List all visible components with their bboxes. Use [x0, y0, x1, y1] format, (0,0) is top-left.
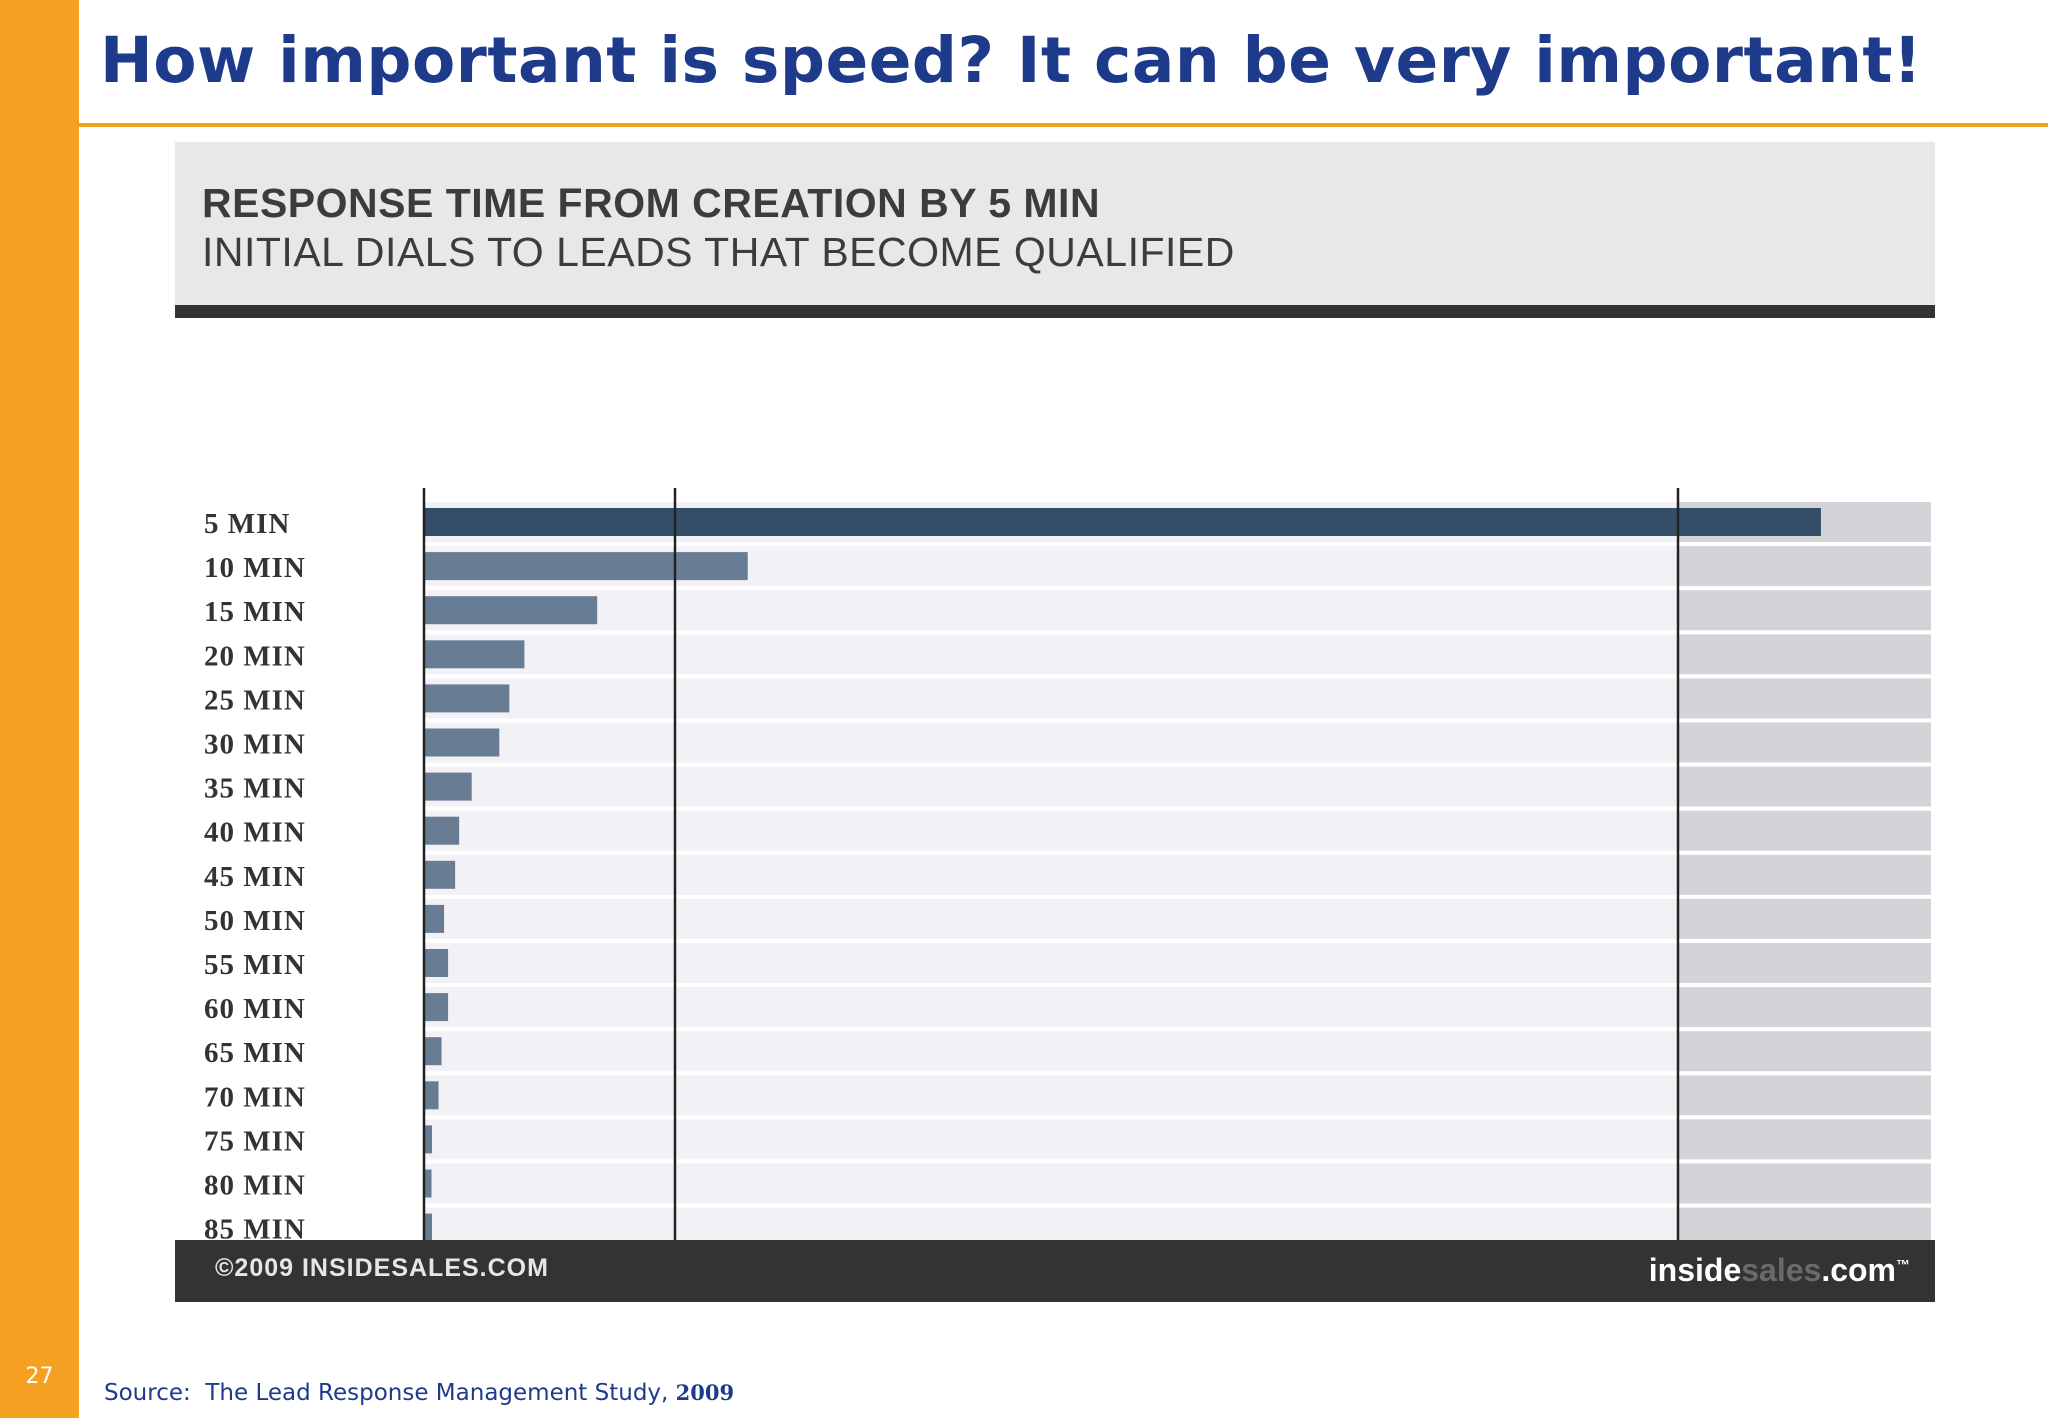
- row-band-right: [1678, 810, 1931, 851]
- chart-footer: ©2009 INSIDESALES.COM insidesales.com™: [175, 1240, 1935, 1302]
- row-band-right: [1678, 943, 1931, 983]
- bar: [424, 1213, 433, 1240]
- row-band-right: [1678, 854, 1931, 895]
- row-band-right: [1678, 1075, 1931, 1116]
- row-band: [424, 898, 1678, 939]
- row-band: [424, 854, 1678, 895]
- row-band-right: [1678, 987, 1931, 1028]
- row-band: [424, 678, 1678, 719]
- row-band: [424, 1031, 1678, 1072]
- category-label: 30 MIN: [204, 729, 306, 761]
- logo-text-inside: inside: [1648, 1252, 1742, 1288]
- row-band: [424, 722, 1678, 763]
- page-number: 27: [25, 1364, 54, 1389]
- row-band-right: [1678, 546, 1931, 587]
- title-divider: [79, 123, 2048, 127]
- row-band: [424, 943, 1678, 983]
- insidesales-logo: insidesales.com™: [1649, 1252, 1910, 1289]
- row-band-right: [1678, 590, 1931, 631]
- category-label: 50 MIN: [204, 905, 306, 937]
- bar: [424, 728, 500, 757]
- category-label: 55 MIN: [204, 949, 306, 981]
- category-label: 25 MIN: [204, 684, 306, 716]
- row-band: [424, 590, 1678, 631]
- bar: [424, 640, 525, 669]
- bar: [424, 860, 456, 889]
- chart-subtitle: INITIAL DIALS TO LEADS THAT BECOME QUALI…: [202, 229, 1235, 275]
- slide-title: How important is speed? It can be very i…: [100, 24, 1923, 97]
- chart-panel: RESPONSE TIME FROM CREATION BY 5 MIN INI…: [175, 142, 1935, 1302]
- category-label: 15 MIN: [204, 596, 306, 628]
- category-label: 80 MIN: [204, 1170, 306, 1202]
- bar: [424, 684, 510, 713]
- source-label: Source:: [104, 1380, 191, 1406]
- bar: [424, 949, 449, 977]
- row-band-right: [1678, 1031, 1931, 1072]
- row-band-right: [1678, 1207, 1931, 1240]
- category-label: 45 MIN: [204, 861, 306, 893]
- category-label: 20 MIN: [204, 640, 306, 672]
- row-band: [424, 1119, 1678, 1160]
- copyright-text: ©2009 INSIDESALES.COM: [215, 1254, 549, 1282]
- category-label: 65 MIN: [204, 1037, 306, 1069]
- row-band-right: [1678, 678, 1931, 719]
- row-band: [424, 987, 1678, 1028]
- bar: [424, 904, 445, 933]
- bar: [424, 1169, 432, 1198]
- row-band-right: [1678, 898, 1931, 939]
- row-band: [424, 1163, 1678, 1204]
- category-label: 10 MIN: [204, 552, 306, 584]
- bar: [424, 772, 472, 801]
- chart-title: RESPONSE TIME FROM CREATION BY 5 MIN: [202, 180, 1101, 226]
- category-label: 85 MIN: [204, 1214, 306, 1240]
- category-label: 75 MIN: [204, 1125, 306, 1157]
- bar: [424, 1081, 439, 1110]
- chart-header-divider: [175, 305, 1935, 318]
- row-band: [424, 766, 1678, 807]
- category-label: 60 MIN: [204, 993, 306, 1025]
- side-accent-bar: [0, 0, 79, 1418]
- row-band: [424, 634, 1678, 675]
- chart-header: RESPONSE TIME FROM CREATION BY 5 MIN INI…: [175, 142, 1935, 305]
- row-band: [424, 1075, 1678, 1116]
- bar: [424, 1037, 442, 1066]
- row-band-right: [1678, 1119, 1931, 1160]
- row-band-right: [1678, 722, 1931, 763]
- category-label: 35 MIN: [204, 773, 306, 805]
- logo-text-com: .com: [1821, 1252, 1896, 1288]
- bar: [424, 508, 1821, 536]
- logo-text-sales: sales: [1741, 1252, 1822, 1288]
- bar: [424, 993, 449, 1022]
- bar-chart-plot: 5 MIN 10 MIN 15 MIN 20 MIN 25 MIN 30 MIN 35 MI…: [204, 488, 1931, 1240]
- row-band: [424, 1207, 1678, 1240]
- bar: [424, 1125, 433, 1154]
- source-text: The Lead Response Management Study,: [205, 1380, 669, 1406]
- logo-trademark: ™: [1896, 1256, 1910, 1273]
- category-label: 70 MIN: [204, 1081, 306, 1113]
- bar: [424, 596, 598, 625]
- row-band-right: [1678, 634, 1931, 675]
- source-note: Source: The Lead Response Management Stu…: [104, 1380, 734, 1406]
- bar: [424, 552, 748, 581]
- bar: [424, 816, 460, 845]
- category-label: 5 MIN: [204, 508, 290, 540]
- category-label: 40 MIN: [204, 817, 306, 849]
- row-band: [424, 810, 1678, 851]
- row-band-right: [1678, 1163, 1931, 1204]
- row-band-right: [1678, 766, 1931, 807]
- source-year: 2009: [675, 1380, 735, 1405]
